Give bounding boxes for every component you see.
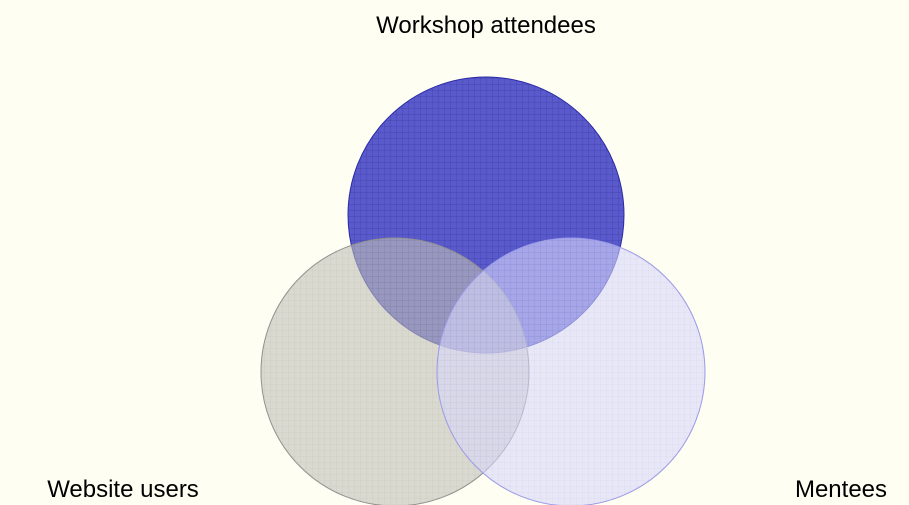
set-label-website-users: Website users [47,476,199,503]
set-label-mentees: Mentees [795,476,887,503]
set-label-workshop-attendees: Workshop attendees [376,12,596,39]
set-circle-mentees [436,237,706,505]
